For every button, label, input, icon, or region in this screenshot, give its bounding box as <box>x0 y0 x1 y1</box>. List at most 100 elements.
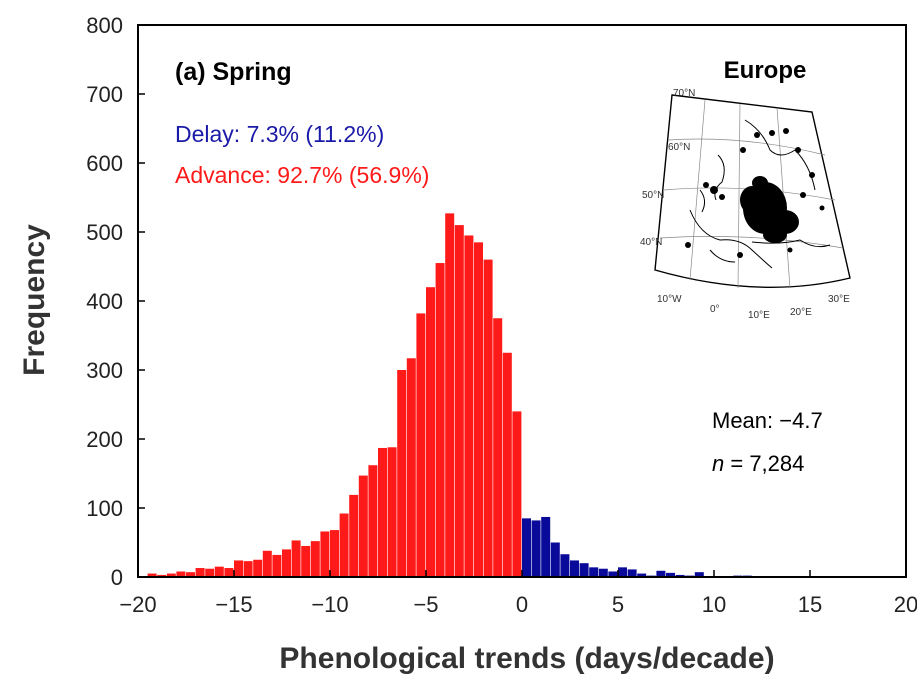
x-tick-label: 20 <box>894 592 917 617</box>
y-tick-label: 400 <box>86 289 123 314</box>
n-value: = 7,284 <box>724 451 804 476</box>
histogram-bar-advance <box>176 571 186 577</box>
histogram-bar-delay <box>560 554 570 577</box>
y-tick-label: 200 <box>86 427 123 452</box>
histogram-bar-delay <box>675 574 685 577</box>
histogram-bar-delay <box>608 571 618 577</box>
x-tick-label: −10 <box>311 592 348 617</box>
histogram-bar-delay <box>550 542 560 577</box>
histogram-bar-advance <box>291 540 301 577</box>
lat-label-40n: 40°N <box>640 237 662 248</box>
histogram-bar-advance <box>147 573 157 577</box>
delay-annotation: Delay: 7.3% (11.2%) <box>175 121 384 147</box>
x-tick-label: 15 <box>798 592 822 617</box>
histogram-bar-advance <box>378 447 387 577</box>
lon-label-30e: 30°E <box>828 294 850 305</box>
histogram-bar-delay <box>541 516 551 577</box>
x-tick-label: −20 <box>119 592 156 617</box>
histogram-bar-delay <box>522 518 531 577</box>
x-tick-label: 5 <box>612 592 624 617</box>
y-axis-label: Frequency <box>18 224 51 376</box>
ticks-group: −20 −15 −10 −5 0 5 10 15 20010020030040050060070… <box>86 13 917 617</box>
histogram-bar-delay <box>666 572 675 577</box>
histogram-bar-advance <box>330 530 339 577</box>
y-tick-label: 600 <box>86 151 123 176</box>
histogram-bar-advance <box>435 263 445 577</box>
histogram-bar-advance <box>416 313 426 577</box>
y-tick-label: 0 <box>111 565 123 590</box>
histogram-bar-advance <box>224 568 234 577</box>
histogram-bar-advance <box>339 513 349 577</box>
lat-label-60n: 60°N <box>668 142 690 153</box>
lat-label-50n: 50°N <box>642 190 664 201</box>
histogram-bar-delay <box>618 567 627 577</box>
histogram-bar-advance <box>310 541 320 577</box>
y-tick-label: 500 <box>86 220 123 245</box>
histogram-bar-advance <box>214 566 224 577</box>
histogram-bar-advance <box>397 370 407 577</box>
histogram-bar-advance <box>406 358 416 577</box>
y-tick-label: 300 <box>86 358 123 383</box>
histogram-bar-advance <box>454 225 464 577</box>
y-tick-label: 700 <box>86 82 123 107</box>
inset-map: Europe <box>640 57 851 321</box>
histogram-bar-advance <box>502 352 512 577</box>
lon-label-0: 0° <box>710 304 720 315</box>
lon-label-20e: 20°E <box>790 307 812 318</box>
histogram-bar-advance <box>253 559 263 577</box>
y-tick-label: 100 <box>86 496 123 521</box>
histogram-bar-advance <box>234 560 243 577</box>
x-tick-label: 0 <box>516 592 528 617</box>
lon-label-10e: 10°E <box>748 310 770 321</box>
histogram-bar-advance <box>368 465 378 577</box>
panel-label: (a) Spring <box>175 58 292 86</box>
x-axis-label: Phenological trends (days/decade) <box>279 642 774 675</box>
x-tick-label: 10 <box>702 592 726 617</box>
histogram-bar-advance <box>195 568 205 577</box>
histogram-bar-advance <box>483 259 493 577</box>
histogram-bar-delay <box>598 568 608 577</box>
histogram-bar-delay <box>531 520 541 577</box>
histogram-bar-advance <box>464 235 474 577</box>
bars-group <box>147 213 752 577</box>
histogram-bar-delay <box>656 570 666 577</box>
histogram-bar-advance <box>358 475 368 577</box>
histogram-bar-advance <box>205 568 215 577</box>
histogram-bar-advance <box>426 287 435 577</box>
histogram-bar-advance <box>445 213 455 577</box>
histogram-bar-advance <box>474 242 483 577</box>
histogram-bar-advance <box>320 531 330 577</box>
n-annotation: n = 7,284 <box>712 451 804 476</box>
histogram-bar-delay <box>637 573 647 577</box>
histogram-bar-advance <box>157 574 167 577</box>
histogram-bar-advance <box>243 561 253 577</box>
histogram-bar-advance <box>512 411 522 577</box>
histogram-bar-delay <box>579 563 589 577</box>
histogram-bar-advance <box>186 572 195 577</box>
histogram-bar-advance <box>262 550 272 577</box>
histogram-bar-delay <box>570 560 579 577</box>
map-coastlines <box>689 119 831 269</box>
histogram-bar-advance <box>272 554 282 577</box>
map-stations <box>685 128 825 258</box>
histogram-bar-delay <box>589 567 599 577</box>
n-symbol: n <box>712 451 724 476</box>
x-tick-label: −5 <box>413 592 438 617</box>
lat-label-70n: 70°N <box>673 88 695 99</box>
advance-annotation: Advance: 92.7% (56.9%) <box>175 162 429 188</box>
histogram-bar-advance <box>493 318 503 577</box>
histogram-bar-advance <box>387 447 397 577</box>
inset-map-title: Europe <box>724 57 807 84</box>
plot-frame <box>137 24 907 578</box>
histogram-bar-advance <box>349 494 359 577</box>
x-tick-label: −15 <box>215 592 252 617</box>
histogram-bar-advance <box>301 545 311 577</box>
histogram-bar-delay <box>627 569 637 577</box>
lon-label-10w: 10°W <box>657 294 682 305</box>
histogram-bar-delay <box>694 572 704 577</box>
mean-annotation: Mean: −4.7 <box>712 408 823 433</box>
histogram-bar-advance <box>166 573 176 577</box>
histogram-bar-advance <box>282 549 291 577</box>
